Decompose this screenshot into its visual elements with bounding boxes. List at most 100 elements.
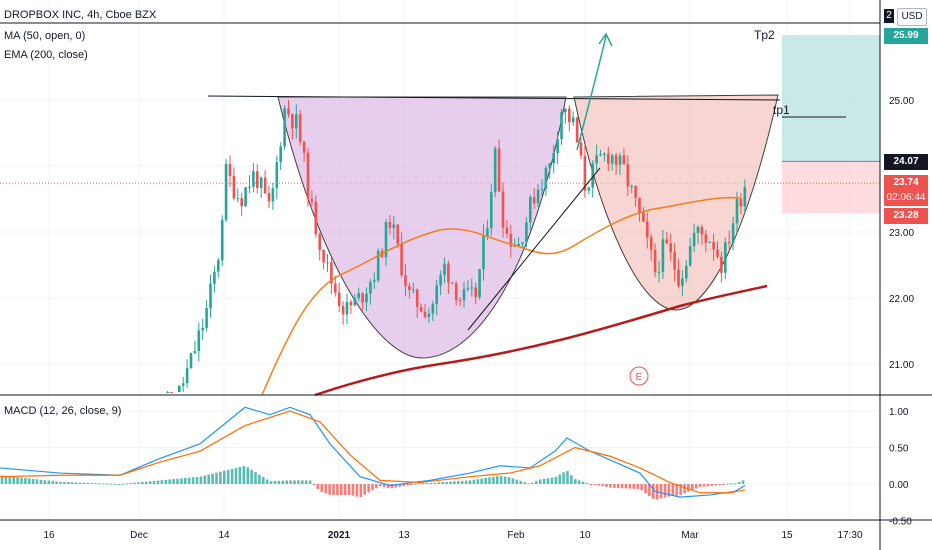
- macd-histogram-bar: [28, 478, 31, 484]
- candle-body: [283, 108, 286, 147]
- candle-body: [571, 117, 575, 123]
- candle-body: [560, 112, 563, 139]
- macd-histogram-bar: [437, 482, 441, 484]
- currency-button[interactable]: USD: [897, 8, 927, 26]
- candle-body: [392, 224, 396, 228]
- macd-histogram-bar: [371, 484, 374, 491]
- macd-histogram-bar: [199, 476, 203, 484]
- macd-histogram-bar: [258, 474, 261, 484]
- macd-histogram-bar: [706, 484, 710, 487]
- macd-histogram-bar: [402, 484, 405, 487]
- candle-body: [302, 141, 306, 153]
- candle-body: [287, 108, 290, 115]
- indicator-lines: [261, 196, 768, 397]
- macd-histogram-bar: [289, 480, 292, 484]
- macd-histogram-bar: [441, 482, 444, 484]
- candle-body: [626, 164, 630, 187]
- candle-body: [263, 177, 267, 194]
- candle-body: [341, 305, 345, 315]
- macd-histogram-bar: [722, 484, 725, 485]
- macd-histogram-bar: [176, 478, 179, 484]
- candle-body: [330, 262, 333, 284]
- macd-histogram-bar: [109, 483, 113, 485]
- time-tick-label: 17:30: [837, 530, 862, 541]
- macd-histogram-bar: [312, 484, 316, 485]
- macd-histogram-bar: [184, 478, 187, 484]
- candle-body: [700, 226, 704, 235]
- tp1-label: tp1: [773, 103, 790, 117]
- macd-histogram-bar: [394, 484, 398, 488]
- macd-histogram-bar: [663, 484, 667, 498]
- candle-body: [388, 222, 392, 228]
- ema-legend[interactable]: EMA (200, close): [4, 49, 88, 61]
- candle-body: [400, 243, 403, 276]
- macd-histogram-bar: [121, 483, 125, 485]
- macd-tick-label: 0.00: [889, 480, 909, 491]
- macd-line: [0, 406, 746, 498]
- candle-body: [458, 300, 462, 302]
- candle-body: [486, 228, 489, 237]
- symbol-title: DROPBOX INC, 4h, Cboe BZX: [4, 9, 157, 21]
- candle-body: [474, 287, 477, 298]
- candle-body: [443, 263, 446, 276]
- candle-body: [642, 212, 645, 222]
- macd-histogram-bar: [445, 481, 448, 484]
- macd-histogram-bar: [12, 476, 15, 484]
- macd-histogram-bar: [546, 478, 550, 484]
- candle-body: [665, 239, 669, 244]
- candle-body: [579, 142, 583, 156]
- entry-price-tag: 24.07: [884, 154, 928, 170]
- candle-body: [618, 155, 622, 165]
- candle-body: [509, 233, 513, 247]
- candle-body: [306, 152, 310, 199]
- candle-body: [435, 285, 438, 305]
- macd-histogram-bar: [215, 472, 218, 484]
- macd-histogram-bar: [616, 484, 620, 489]
- ma-legend[interactable]: MA (50, open, 0): [4, 30, 86, 42]
- earnings-marker[interactable]: [629, 366, 649, 386]
- macd-histogram-bar: [468, 480, 472, 484]
- macd-histogram-bar: [398, 484, 402, 487]
- candle-body: [404, 275, 407, 287]
- candle-body: [310, 198, 314, 202]
- macd-histogram-bar: [78, 482, 82, 484]
- macd-histogram-bar: [226, 469, 230, 484]
- macd-histogram-bar: [375, 484, 378, 489]
- macd-histogram-bar: [574, 479, 577, 484]
- macd-histogram-bar: [601, 484, 604, 487]
- macd-histogram-bar: [597, 484, 600, 486]
- macd-histogram-bar: [0, 475, 4, 484]
- macd-histogram-bar: [593, 484, 597, 485]
- candle-body: [681, 278, 684, 286]
- cup-right: [573, 94, 779, 311]
- signal-line: [0, 410, 746, 494]
- time-tick-label: 15: [781, 530, 793, 541]
- ema200-line: [314, 284, 768, 397]
- candle-body: [622, 155, 626, 165]
- macd-legend[interactable]: MACD (12, 26, close, 9): [4, 405, 122, 417]
- macd-histogram-bar: [710, 484, 714, 486]
- drawings: [0, 22, 880, 331]
- macd-histogram-bar: [636, 484, 639, 489]
- macd-histogram-bar: [234, 467, 238, 484]
- macd-histogram-bar: [581, 481, 585, 484]
- candle-body: [712, 241, 715, 250]
- macd-histogram-bar: [527, 483, 530, 485]
- macd-histogram-bar: [277, 480, 281, 484]
- macd-histogram-bar: [94, 483, 97, 485]
- candle-body: [376, 250, 380, 281]
- macd-histogram-bar: [39, 479, 43, 484]
- macd-histogram-bar: [347, 484, 351, 495]
- macd-histogram-bar: [250, 469, 253, 484]
- macd-histogram-bar: [301, 480, 304, 484]
- macd-histogram-bar: [117, 483, 121, 485]
- macd-histogram-bar: [308, 480, 312, 484]
- macd-histogram-bar: [648, 484, 651, 496]
- macd-histogram-bar: [98, 483, 101, 485]
- candle-body: [454, 283, 458, 301]
- macd-histogram-bar: [414, 483, 417, 485]
- candle-body: [634, 186, 637, 198]
